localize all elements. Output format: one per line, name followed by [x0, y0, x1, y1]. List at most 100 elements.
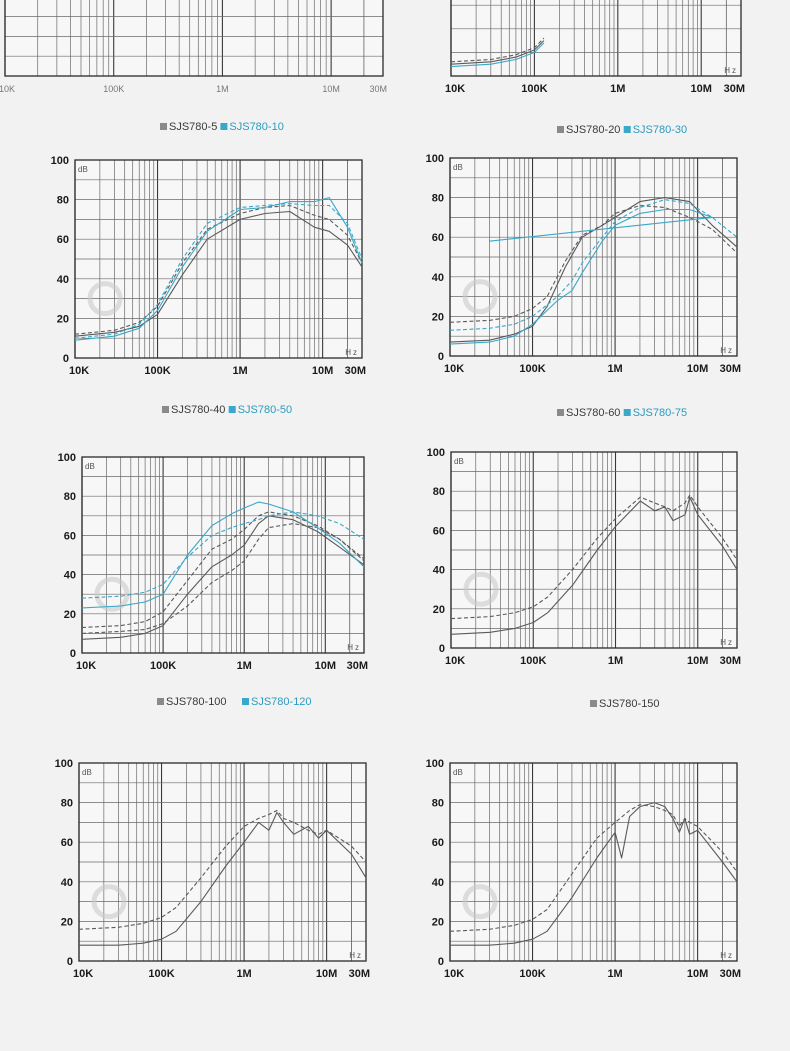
- plot-border: [4, 0, 384, 77]
- legend-swatch: [160, 123, 167, 130]
- x-tick-label: 1M: [236, 968, 251, 980]
- watermark-logo-icon: [462, 884, 498, 920]
- y-tick-label: 60: [64, 530, 76, 542]
- x-unit-label: Hz: [720, 638, 734, 647]
- legend-swatch: [557, 126, 564, 133]
- x-tick-label: 1M: [607, 363, 622, 375]
- y-unit-label: dB: [453, 768, 463, 777]
- series-line-1: [450, 494, 738, 620]
- x-unit-label: Hz: [345, 348, 359, 357]
- legend-swatch: [557, 409, 564, 416]
- y-tick-label: 20: [432, 916, 444, 928]
- x-tick-label: 30M: [345, 365, 366, 377]
- x-tick-label: 10M: [312, 365, 333, 377]
- y-tick-label: 60: [433, 525, 445, 537]
- watermark-logo-icon: [463, 571, 499, 607]
- legend: SJS780-5 SJS780-10: [160, 121, 284, 133]
- x-tick-label: 10M: [315, 660, 336, 672]
- y-tick-label: 80: [61, 798, 73, 810]
- x-tick-label: 100K: [148, 968, 174, 980]
- series-line-1: [78, 809, 367, 930]
- series-line-0: [79, 811, 367, 946]
- x-unit-label: Hz: [720, 951, 734, 960]
- y-tick-label: 0: [70, 648, 76, 660]
- y-tick-label: 40: [57, 274, 69, 286]
- x-tick-label: 10M: [316, 968, 337, 980]
- legend-label: SJS780-100: [166, 696, 227, 708]
- series-line-0: [81, 515, 365, 640]
- legend: SJS780-20 SJS780-30: [557, 124, 687, 136]
- series-line-2: [449, 208, 713, 345]
- chart-sjs780-40-50: 0 20 40 60 80 100 10K 100K 1M 10M 30M dB Hz SJS780-40…: [58, 404, 368, 672]
- series-line-0: [450, 37, 545, 63]
- y-tick-label: 100: [51, 155, 69, 167]
- x-tick-label: 1M: [610, 83, 625, 95]
- chart-crop-right: 10K 100K 1M 10M 30M Hz: [445, 0, 745, 95]
- x-tick-label: 10M: [691, 83, 712, 95]
- x-tick-label: 30M: [720, 655, 741, 667]
- y-unit-label: dB: [85, 462, 95, 471]
- x-tick-label: 10K: [69, 365, 89, 377]
- series-line-2: [81, 523, 365, 634]
- legend-swatch: [228, 406, 236, 413]
- watermark-logo-icon: [462, 279, 498, 315]
- x-unit-label: Hz: [724, 66, 738, 75]
- y-tick-label: 60: [61, 837, 73, 849]
- y-tick-label: 60: [432, 837, 444, 849]
- y-tick-label: 0: [439, 643, 445, 655]
- y-tick-label: 20: [433, 604, 445, 616]
- x-tick-label: 1M: [607, 968, 622, 980]
- chart-sjs780-60-75: 0 20 40 60 80 100 10K 100K 1M 10M 30M dB Hz SJS780-60…: [427, 407, 741, 667]
- x-unit-label: Hz: [720, 346, 734, 355]
- y-tick-label: 20: [61, 916, 73, 928]
- watermark-logo-icon: [91, 884, 127, 920]
- y-tick-label: 100: [55, 758, 73, 770]
- y-unit-label: dB: [454, 457, 464, 466]
- y-tick-label: 80: [433, 486, 445, 498]
- x-tick-label: 100K: [144, 365, 170, 377]
- y-unit-label: dB: [453, 163, 463, 172]
- series-group: [450, 494, 738, 635]
- x-tick-label: 100K: [519, 363, 545, 375]
- series-line-3: [81, 501, 365, 609]
- series-line-1: [81, 511, 365, 629]
- legend: SJS780-100 SJS780-120: [157, 696, 312, 708]
- x-tick-label: 1M: [237, 660, 252, 672]
- y-tick-label: 20: [432, 311, 444, 323]
- legend: SJS780-60 SJS780-75: [557, 407, 687, 419]
- series-group: [74, 197, 363, 341]
- chart-crop-left: 10K 100K 1M 10M 30M: [0, 0, 387, 94]
- series-group: [449, 802, 738, 946]
- x-tick-label: 10K: [444, 968, 464, 980]
- series-line-0: [450, 802, 738, 946]
- grid: [449, 762, 738, 962]
- y-tick-label: 40: [433, 565, 445, 577]
- watermark-logo-icon: [87, 281, 123, 317]
- series-line-2: [450, 40, 545, 65]
- chart-sjs780-100-120: 0 20 40 60 80 100 10K 100K 1M 10M 30M dB Hz SJS780-10…: [55, 696, 370, 980]
- y-tick-label: 40: [432, 272, 444, 284]
- y-tick-label: 100: [426, 153, 444, 165]
- y-tick-label: 20: [64, 609, 76, 621]
- legend-swatch: [162, 406, 169, 413]
- x-tick-label: 1M: [216, 84, 229, 94]
- x-tick-label: 100K: [150, 660, 176, 672]
- x-tick-label: 10M: [687, 968, 708, 980]
- legend-swatch: [590, 700, 597, 707]
- y-unit-label: dB: [82, 768, 92, 777]
- legend-label: SJS780-50: [238, 404, 292, 416]
- y-tick-label: 0: [438, 956, 444, 968]
- series-group: [450, 37, 545, 68]
- legend: SJS780-40 SJS780-50: [162, 404, 292, 416]
- legend-label: SJS780-120: [251, 696, 312, 708]
- legend-label: SJS780-40: [171, 404, 225, 416]
- y-tick-label: 80: [64, 491, 76, 503]
- series-group: [81, 501, 365, 640]
- x-tick-label: 10M: [687, 363, 708, 375]
- series-group: [78, 809, 367, 946]
- series-line-3: [74, 203, 363, 339]
- series-line-0: [450, 496, 738, 635]
- legend-label: SJS780-60: [566, 407, 620, 419]
- x-tick-label: 1M: [608, 655, 623, 667]
